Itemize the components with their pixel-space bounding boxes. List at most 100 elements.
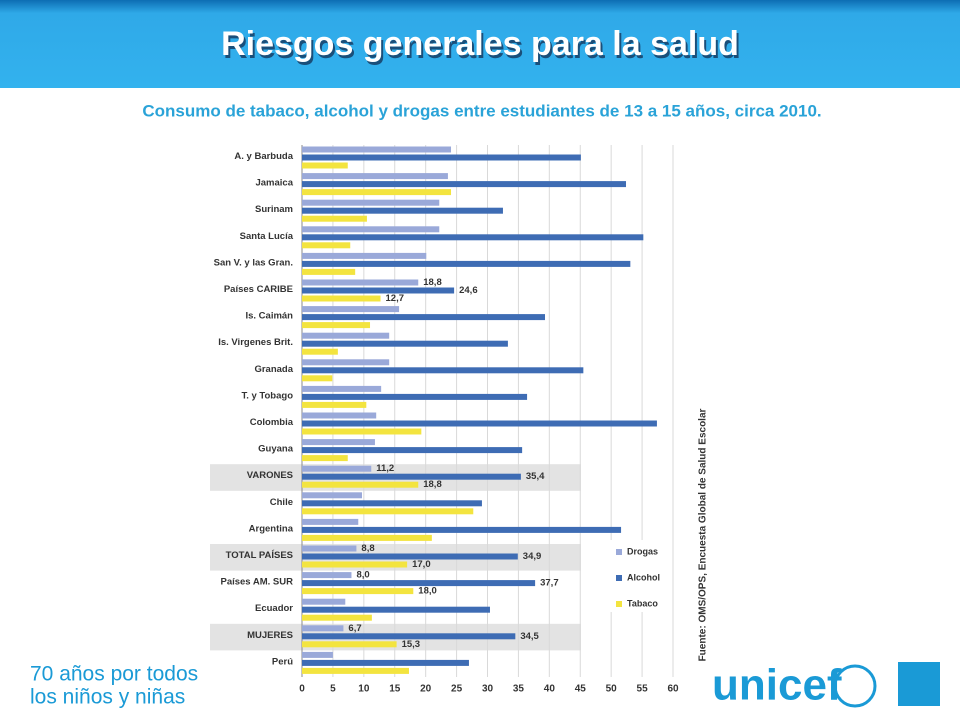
- bar: [302, 580, 536, 587]
- x-tick-label: 10: [358, 684, 370, 695]
- legend-swatch: [616, 601, 622, 607]
- value-label: 34,5: [520, 631, 539, 642]
- header-band: [0, 0, 960, 88]
- x-tick-label: 55: [637, 684, 649, 695]
- anniversary-badge: [898, 662, 940, 706]
- bar: [302, 572, 352, 579]
- plot: 0 5 10 15 20 25 30 35 40 45 50 55 60 A. y Barbuda Jama…: [210, 145, 679, 695]
- bar: [302, 385, 382, 392]
- bar: [302, 268, 356, 275]
- x-tick-label: 0: [299, 684, 305, 695]
- bar: [302, 332, 390, 339]
- value-label: 18,8: [423, 479, 442, 490]
- x-tick-label: 60: [667, 684, 679, 695]
- bar: [302, 447, 523, 454]
- footer-line2: los niños y niñas: [30, 686, 185, 709]
- x-tick-label: 25: [451, 684, 463, 695]
- bar: [302, 508, 474, 515]
- bar: [302, 518, 359, 525]
- logo: unicef: [712, 661, 842, 710]
- bar: [302, 295, 381, 302]
- bar: [302, 260, 631, 267]
- bar: [302, 598, 346, 605]
- x-tick-label: 45: [575, 684, 587, 695]
- value-label: 37,7: [540, 578, 559, 589]
- bar: [302, 199, 440, 206]
- title: Riesgos generales para la salud: [221, 25, 739, 63]
- footer-line1: 70 años por todos: [30, 663, 198, 686]
- legend-label: Alcohol: [627, 572, 660, 582]
- bar: [302, 534, 432, 541]
- bar: [302, 545, 357, 552]
- bar: [302, 667, 409, 674]
- y-tick-label: Perú: [272, 656, 293, 667]
- y-tick-label: Chile: [270, 497, 293, 508]
- y-tick-label: VARONES: [247, 470, 293, 481]
- value-label: 8,8: [361, 543, 374, 554]
- x-tick-label: 20: [420, 684, 432, 695]
- y-tick-label: Países CARIBE: [224, 284, 293, 295]
- y-tick-label: Países AM. SUR: [220, 577, 293, 588]
- bar: [302, 588, 414, 595]
- bar: [302, 553, 518, 560]
- bar: [302, 279, 419, 286]
- bar: [302, 492, 362, 499]
- y-tick-label: Guyana: [258, 444, 294, 455]
- value-label: 34,9: [523, 551, 542, 562]
- bar: [302, 561, 408, 568]
- y-tick-label: Colombia: [250, 417, 294, 428]
- value-label: 8,0: [356, 570, 369, 581]
- bar: [302, 455, 348, 462]
- bar: [302, 314, 546, 321]
- y-tick-label: Jamaica: [255, 178, 293, 189]
- legend-label: Tabaco: [627, 598, 658, 608]
- y-tick-label: A. y Barbuda: [234, 151, 293, 162]
- bar: [302, 625, 344, 632]
- value-label: 15,3: [402, 639, 421, 650]
- y-tick-label: Granada: [254, 364, 293, 375]
- bar: [302, 146, 452, 153]
- bar: [302, 348, 338, 355]
- bar: [302, 367, 584, 374]
- bar: [302, 340, 508, 347]
- legend-swatch: [616, 575, 622, 581]
- bar: [302, 606, 490, 613]
- bar: [302, 393, 528, 400]
- bar: [302, 473, 521, 480]
- bar: [302, 234, 644, 241]
- bar: [302, 215, 367, 222]
- bar: [302, 439, 375, 446]
- x-tick-label: 5: [330, 684, 336, 695]
- bar: [302, 189, 452, 196]
- bar: [302, 420, 657, 427]
- bar: [302, 306, 400, 313]
- bar: [302, 401, 367, 408]
- bar: [302, 465, 372, 472]
- x-tick-label: 30: [482, 684, 494, 695]
- bar: [302, 181, 627, 188]
- y-tick-label: Surinam: [255, 204, 293, 215]
- bar: [302, 428, 422, 435]
- legend-swatch: [616, 549, 622, 555]
- y-tick-label: T. y Tobago: [241, 390, 293, 401]
- bar: [302, 500, 482, 507]
- bar: [302, 359, 390, 366]
- bar: [302, 207, 503, 214]
- value-label: 6,7: [348, 623, 361, 634]
- bar: [302, 614, 372, 621]
- value-label: 35,4: [526, 471, 545, 482]
- y-tick-label: Argentina: [249, 523, 294, 534]
- value-label: 11,2: [376, 463, 394, 474]
- value-label: 17,0: [412, 559, 431, 570]
- bar: [302, 633, 516, 640]
- y-tick-label: Ecuador: [255, 603, 293, 614]
- bar: [302, 322, 371, 329]
- bar: [302, 375, 333, 382]
- bar: [302, 173, 448, 180]
- bar: [302, 242, 351, 249]
- title-shadow: Riesgos generales para la salud: [223, 28, 741, 66]
- bar: [302, 412, 377, 419]
- x-tick-label: 35: [513, 684, 525, 695]
- subtitle: Consumo de tabaco, alcohol y drogas entr…: [142, 101, 821, 120]
